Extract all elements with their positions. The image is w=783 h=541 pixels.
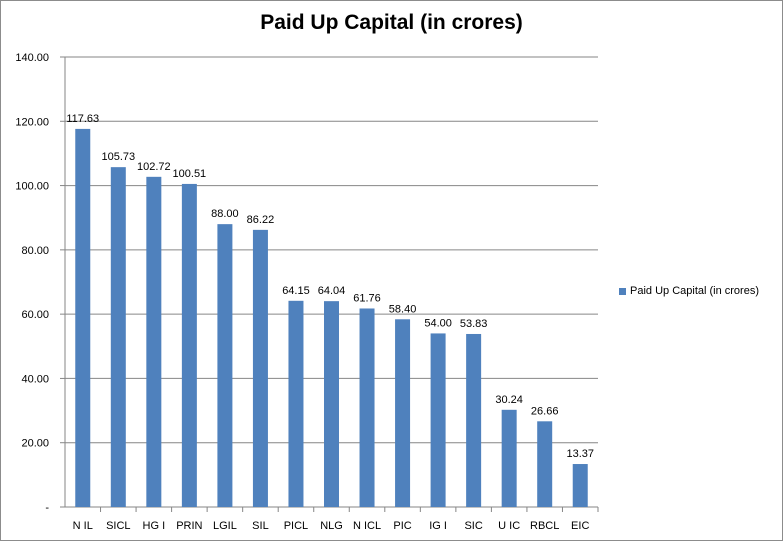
y-tick-label: 80.00 bbox=[21, 245, 49, 257]
y-tick-label: 20.00 bbox=[21, 438, 49, 450]
data-label: 64.15 bbox=[282, 285, 310, 297]
x-tick-label: LGIL bbox=[213, 520, 237, 532]
bar bbox=[181, 183, 197, 508]
data-label: 53.83 bbox=[460, 318, 488, 330]
x-tick-label: EIC bbox=[571, 520, 589, 532]
data-label: 105.73 bbox=[101, 151, 135, 163]
bar bbox=[501, 409, 517, 507]
data-label: 100.51 bbox=[173, 168, 207, 180]
x-tick-label: HG I bbox=[143, 520, 166, 532]
x-tick-label: U IC bbox=[498, 520, 520, 532]
bar bbox=[430, 333, 446, 507]
y-tick-label: 140.00 bbox=[15, 52, 49, 64]
legend: Paid Up Capital (in crores) bbox=[619, 285, 759, 297]
x-tick-label: PRIN bbox=[176, 520, 202, 532]
y-tick-label: 40.00 bbox=[21, 373, 49, 385]
data-label: 30.24 bbox=[495, 394, 523, 406]
data-label: 61.76 bbox=[353, 292, 381, 304]
bar bbox=[324, 301, 339, 507]
data-label: 54.00 bbox=[424, 317, 452, 329]
bar bbox=[75, 128, 91, 507]
x-tick-label: NLG bbox=[320, 520, 343, 532]
legend-label: Paid Up Capital (in crores) bbox=[630, 285, 759, 297]
x-tick-label: RBCL bbox=[530, 520, 559, 532]
y-tick-label: - bbox=[45, 502, 49, 514]
y-tick-label: 100.00 bbox=[15, 181, 49, 193]
x-tick-label: IG I bbox=[429, 520, 447, 532]
data-label: 26.66 bbox=[531, 405, 559, 417]
bar bbox=[146, 176, 162, 508]
x-tick-label: PICL bbox=[284, 520, 308, 532]
bar bbox=[288, 300, 304, 507]
bar bbox=[466, 333, 482, 507]
x-tick-label: SICL bbox=[106, 520, 130, 532]
x-tick-label: N IL bbox=[73, 520, 93, 532]
x-tick-label: N ICL bbox=[353, 520, 381, 532]
y-tick-label: 60.00 bbox=[21, 309, 49, 321]
bar bbox=[252, 229, 268, 507]
data-label: 64.04 bbox=[318, 285, 346, 297]
bar bbox=[359, 308, 375, 507]
bar bbox=[110, 167, 126, 507]
data-label: 117.63 bbox=[66, 113, 99, 125]
data-label: 88.00 bbox=[211, 208, 239, 220]
bar bbox=[395, 319, 411, 507]
x-tick-label: SIL bbox=[252, 520, 269, 532]
bar bbox=[572, 464, 588, 507]
legend-swatch bbox=[619, 287, 626, 295]
x-tick-label: PIC bbox=[393, 520, 411, 532]
bar bbox=[537, 421, 553, 507]
chart-title: Paid Up Capital (in crores) bbox=[260, 11, 523, 34]
data-label: 86.22 bbox=[247, 214, 275, 226]
y-tick-label: 120.00 bbox=[15, 116, 49, 128]
data-label: 58.40 bbox=[389, 303, 417, 315]
data-label: 13.37 bbox=[566, 448, 594, 460]
bar bbox=[217, 224, 233, 507]
x-tick-label: SIC bbox=[464, 520, 482, 532]
data-label: 102.72 bbox=[137, 161, 171, 173]
